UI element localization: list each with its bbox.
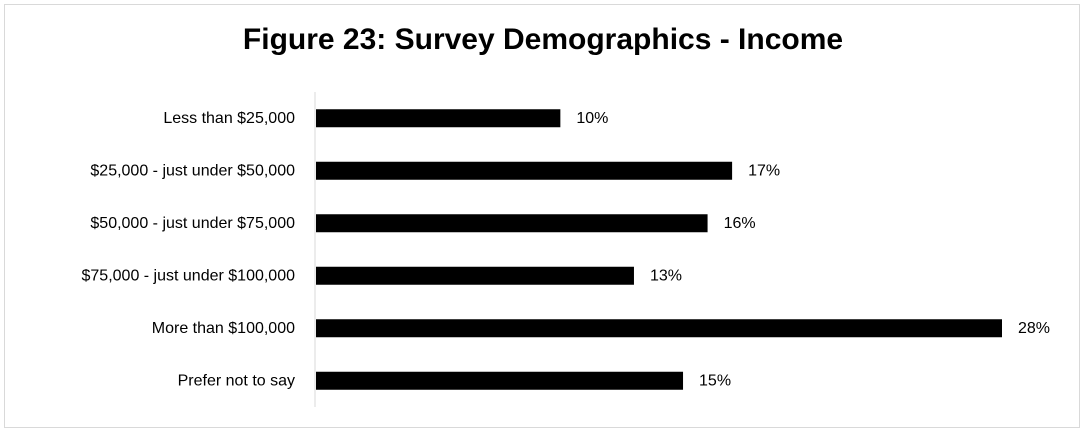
category-label: $75,000 - just under $100,000: [82, 267, 296, 284]
data-label: 10%: [576, 110, 608, 127]
bar: [316, 319, 1002, 338]
data-label: 13%: [650, 267, 682, 284]
data-label: 28%: [1018, 320, 1050, 337]
bar: [316, 214, 708, 233]
data-label: 16%: [724, 215, 756, 232]
category-label: $50,000 - just under $75,000: [90, 215, 295, 232]
category-label: Less than $25,000: [163, 110, 295, 127]
data-label: 17%: [748, 162, 780, 179]
category-label: Prefer not to say: [178, 372, 295, 389]
bar: [316, 266, 634, 285]
category-label: More than $100,000: [152, 320, 295, 337]
bar: [316, 109, 561, 128]
category-label: $25,000 - just under $50,000: [90, 162, 295, 179]
chart-title: Figure 23: Survey Demographics - Income: [242, 23, 844, 56]
data-label: 15%: [699, 372, 731, 389]
bar: [316, 161, 733, 180]
bar: [316, 371, 684, 390]
